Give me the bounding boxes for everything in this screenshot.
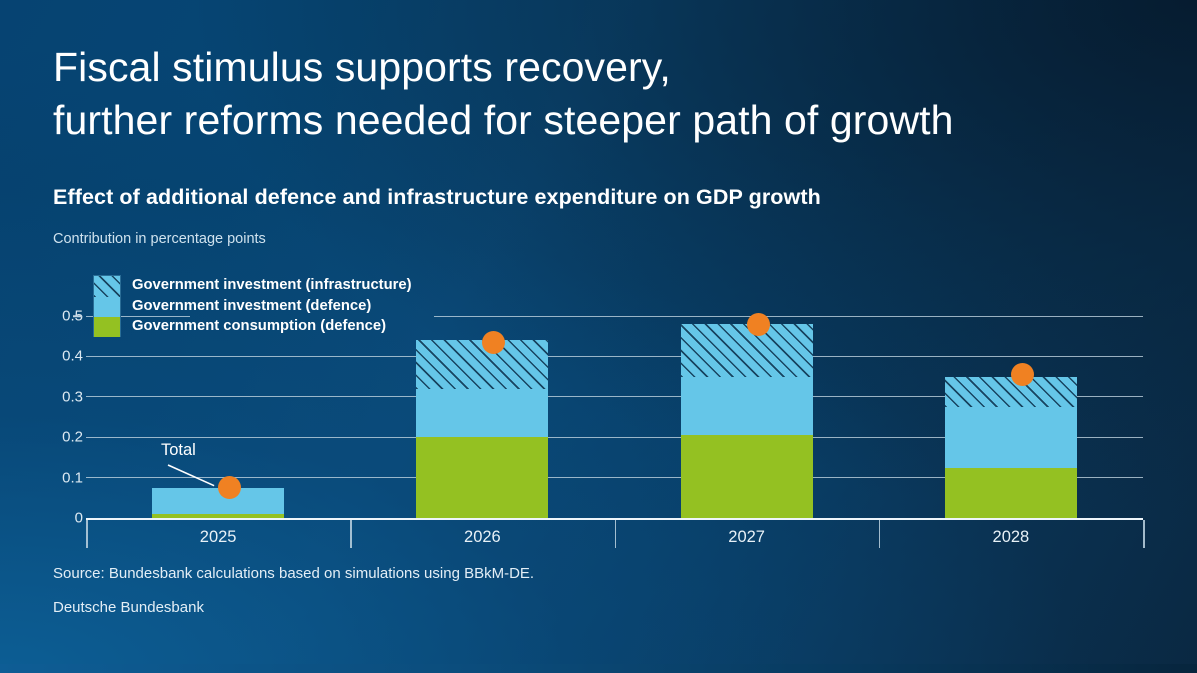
x-axis-separator [350,520,352,548]
gridline [86,355,1143,357]
legend-item-investment-defence[interactable]: Government investment (defence) [132,297,372,314]
legend-swatch-infrastructure [94,276,120,297]
x-axis-separator [86,520,88,548]
y-axis-tick-label: 0.5 [62,307,83,325]
x-axis-separator [1143,520,1145,548]
chart-units-note: Contribution in percentage points [53,231,266,247]
x-axis-tick-label: 2028 [992,528,1030,546]
bar-segment-consumption[interactable] [680,435,813,518]
bar-segment-infrastructure[interactable] [680,324,813,377]
total-marker[interactable] [482,330,506,354]
organisation-note: Deutsche Bundesbank [53,599,204,616]
total-marker[interactable] [746,312,770,336]
y-axis-tick-label: 0 [74,509,83,527]
gridline [86,315,190,317]
x-axis-line [86,518,1143,520]
bar-segment-infrastructure[interactable] [944,376,1077,407]
chart-subtitle: Effect of additional defence and infrast… [53,185,821,209]
bar-segment-infrastructure[interactable] [416,340,549,389]
legend-swatch-investment [94,297,120,317]
gridline [86,477,1143,479]
bar-segment-investment[interactable] [680,376,813,436]
legend-labels: Government investment (infrastructure) G… [132,275,412,337]
bar-segment-consumption[interactable] [944,467,1077,518]
bar-stack[interactable] [944,316,1077,518]
gridline [86,436,1143,438]
total-annotation-label: Total [161,441,196,459]
gridline [434,315,1143,317]
x-axis-separator [614,520,616,548]
legend-item-infrastructure[interactable]: Government investment (infrastructure) [132,277,412,293]
y-axis-tick-label: 0.4 [62,347,83,365]
legend-swatch [93,275,121,337]
source-note: Source: Bundesbank calculations based on… [53,565,535,582]
y-axis-tick [73,315,82,317]
bar-stack[interactable] [416,316,549,518]
bar-stack[interactable] [680,316,813,518]
total-marker[interactable] [218,476,242,500]
y-axis-tick-label: 0.3 [62,388,83,406]
x-axis-tick-label: 2027 [728,528,765,546]
page-title: Fiscal stimulus supports recovery, furth… [53,44,954,143]
legend-swatch-consumption [94,317,120,337]
total-marker[interactable] [1010,363,1034,387]
bar-segment-investment[interactable] [944,406,1077,468]
chart-legend: Government investment (infrastructure) G… [93,275,412,337]
bar-segment-consumption[interactable] [152,513,285,518]
bar-segment-investment[interactable] [416,388,549,438]
y-axis-tick-label: 0.1 [62,469,83,487]
y-axis-tick-label: 0.2 [62,428,83,446]
gridline [86,396,1143,398]
legend-item-consumption-defence[interactable]: Government consumption (defence) [132,318,387,335]
x-axis-tick-label: 2025 [199,528,237,546]
x-axis-separator [878,520,881,548]
bar-segment-consumption[interactable] [416,437,549,518]
x-axis-tick-label: 2026 [464,528,501,546]
